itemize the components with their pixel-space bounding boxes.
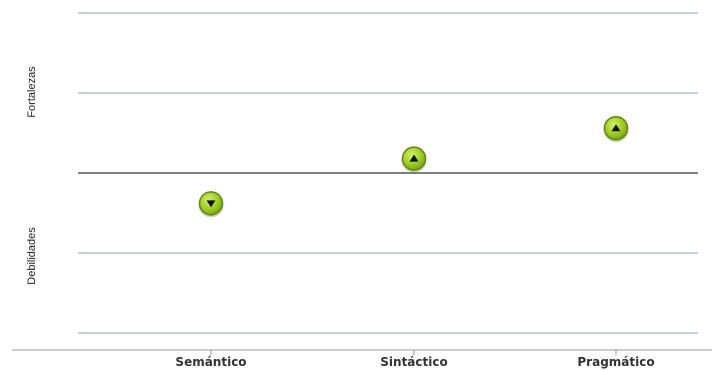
x-tick-label: Pragmático [577, 355, 654, 369]
x-tick-label: Semántico [175, 355, 246, 369]
x-tick-labels: Semántico Sintáctico Pragmático [175, 355, 654, 369]
arrow-down-icon [206, 200, 216, 208]
lower-region-label: Debilidades [26, 227, 38, 285]
data-markers [198, 115, 629, 218]
upper-region-label: Fortalezas [26, 66, 38, 118]
data-point [198, 191, 224, 218]
gridlines [78, 12, 698, 334]
data-point [603, 115, 629, 143]
data-point [401, 146, 427, 173]
arrow-up-icon [611, 124, 621, 132]
x-ticks [210, 350, 617, 355]
arrow-up-icon [409, 154, 419, 162]
x-tick-label: Sintáctico [380, 355, 447, 369]
